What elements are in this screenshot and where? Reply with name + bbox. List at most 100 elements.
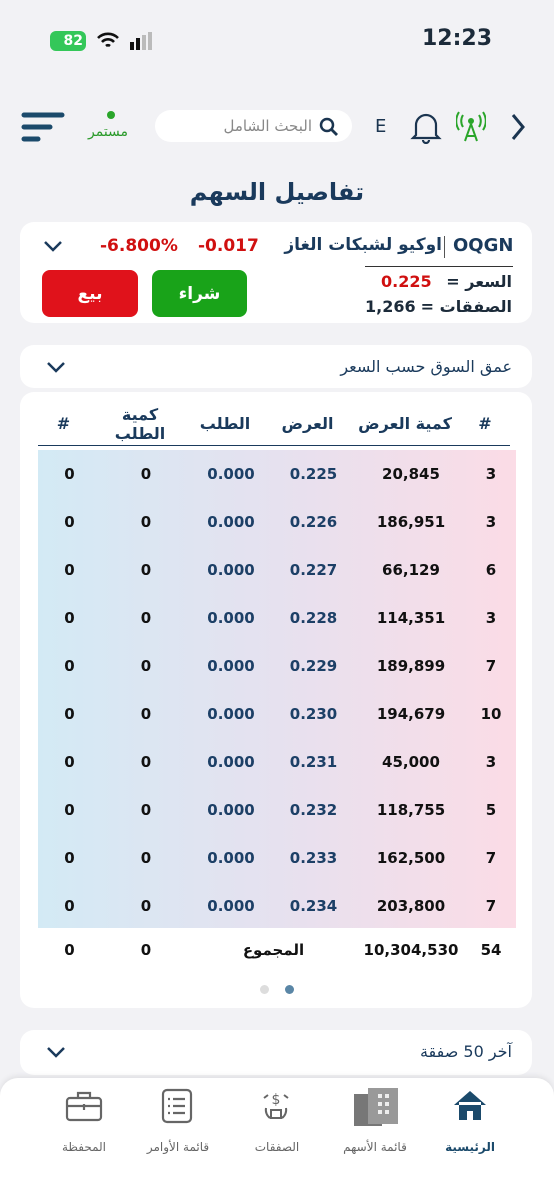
trades-header[interactable] <box>20 1030 532 1075</box>
ask-quantity: 118,755 <box>376 801 446 819</box>
total-bid-count: 0 <box>64 941 75 959</box>
status-dot <box>107 111 115 119</box>
bid-price: 0.000 <box>207 657 255 675</box>
connection-status: مستمر <box>88 124 129 140</box>
language-toggle[interactable]: E <box>375 116 387 137</box>
ask-count: 7 <box>485 897 497 915</box>
ask-price: 0.229 <box>289 657 338 675</box>
depth-row[interactable]: 3 186,951 0.226 0.000 0 0 <box>38 498 516 546</box>
ask-price: 0.230 <box>289 705 338 723</box>
bell-icon[interactable] <box>410 110 442 144</box>
ask-count: 3 <box>485 753 497 771</box>
bid-count: 0 <box>64 705 75 723</box>
menu-icon[interactable] <box>20 110 66 144</box>
bid-quantity: 0 <box>140 657 152 675</box>
ask-price: 0.234 <box>289 897 338 915</box>
svg-text:$: $ <box>272 1092 281 1108</box>
divider <box>444 236 445 258</box>
nav-label[interactable]: قائمة الأسهم <box>343 1140 407 1154</box>
bid-count: 0 <box>64 465 75 483</box>
page-dot[interactable] <box>260 985 269 994</box>
bid-price: 0.000 <box>207 849 255 867</box>
ask-quantity: 189,899 <box>376 657 446 675</box>
depth-header[interactable] <box>20 345 532 388</box>
clock: 12:23 <box>422 26 493 51</box>
price-label: السعر = <box>446 272 512 291</box>
portfolio-icon[interactable] <box>64 1090 104 1124</box>
bid-price: 0.000 <box>207 753 255 771</box>
stock-change-percent: -6.800% <box>100 236 178 256</box>
buy-button[interactable]: شراء <box>152 270 247 317</box>
depth-row[interactable]: 10 194,679 0.230 0.000 0 0 <box>38 690 516 738</box>
depth-table: 3 20,845 0.225 0.000 0 0 3 186,951 0.226 0.000 0 0 6… <box>38 450 516 928</box>
ask-quantity: 186,951 <box>376 513 446 531</box>
ask-quantity: 66,129 <box>382 561 440 579</box>
ask-price: 0.232 <box>289 801 338 819</box>
back-icon[interactable] <box>508 112 528 142</box>
bid-count: 0 <box>64 801 75 819</box>
ask-count: 7 <box>485 657 497 675</box>
depth-row[interactable]: 7 189,899 0.229 0.000 0 0 <box>38 642 516 690</box>
bid-quantity: 0 <box>140 561 152 579</box>
depth-row[interactable]: 7 203,800 0.234 0.000 0 0 <box>38 882 516 930</box>
ask-price: 0.227 <box>289 561 338 579</box>
depth-row[interactable]: 5 118,755 0.232 0.000 0 0 <box>38 786 516 834</box>
bid-count: 0 <box>64 897 75 915</box>
trades-icon[interactable]: $ <box>258 1088 294 1124</box>
bid-quantity: 0 <box>140 609 152 627</box>
depth-title: عمق السوق حسب السعر <box>340 357 512 376</box>
page-dot-active[interactable] <box>285 985 294 994</box>
ask-count: 5 <box>485 801 497 819</box>
bid-quantity: 0 <box>140 801 152 819</box>
home-icon[interactable] <box>450 1088 490 1124</box>
column-header: # <box>56 414 71 433</box>
bid-count: 0 <box>64 561 75 579</box>
nav-label[interactable]: الرئيسية <box>445 1140 495 1154</box>
collapse-icon[interactable] <box>42 238 64 254</box>
bid-quantity: 0 <box>140 753 152 771</box>
nav-label[interactable]: الصفقات <box>254 1140 300 1154</box>
bid-count: 0 <box>64 849 75 867</box>
depth-row[interactable]: 7 162,500 0.233 0.000 0 0 <box>38 834 516 882</box>
ask-count: 3 <box>485 513 497 531</box>
total-bid-quantity: 0 <box>140 941 152 959</box>
collapse-icon[interactable] <box>45 359 67 375</box>
ask-count: 3 <box>485 465 497 483</box>
depth-row[interactable]: 3 114,351 0.228 0.000 0 0 <box>38 594 516 642</box>
stocks-icon[interactable] <box>352 1086 400 1128</box>
bid-count: 0 <box>64 753 75 771</box>
stock-name: اوكيو لشبكات الغاز <box>284 235 442 255</box>
ask-price: 0.225 <box>289 465 338 483</box>
bid-price: 0.000 <box>207 609 255 627</box>
collapse-icon[interactable] <box>45 1044 67 1060</box>
trades-label: الصفقات = <box>420 297 512 316</box>
column-header: كمية العرض <box>358 414 452 433</box>
orders-icon[interactable] <box>160 1088 194 1124</box>
column-header: العرض <box>281 414 334 433</box>
search-icon <box>319 117 338 136</box>
bid-quantity: 0 <box>140 897 152 915</box>
ask-quantity: 20,845 <box>382 465 440 483</box>
ask-price: 0.228 <box>289 609 338 627</box>
bid-price: 0.000 <box>207 705 255 723</box>
stock-symbol: OQGN <box>453 235 514 256</box>
search-box[interactable]: البحث الشامل <box>155 110 352 142</box>
page-title: تفاصيل السهم <box>189 178 365 206</box>
bid-price: 0.000 <box>207 897 255 915</box>
signal-icons <box>97 32 152 50</box>
depth-columns: # كمية العرض العرض الطلب كمية الطلب # <box>38 402 510 446</box>
bid-price: 0.000 <box>207 465 255 483</box>
bid-price: 0.000 <box>207 513 255 531</box>
ask-quantity: 114,351 <box>376 609 446 627</box>
depth-row[interactable]: 3 20,845 0.225 0.000 0 0 <box>38 450 516 498</box>
sell-button[interactable]: بيع <box>42 270 138 317</box>
total-ask-quantity: 10,304,530 <box>363 941 459 959</box>
nav-label[interactable]: قائمة الأوامر <box>146 1140 210 1154</box>
depth-row[interactable]: 3 45,000 0.231 0.000 0 0 <box>38 738 516 786</box>
depth-row[interactable]: 6 66,129 0.227 0.000 0 0 <box>38 546 516 594</box>
nav-label[interactable]: المحفظة <box>61 1140 107 1154</box>
ask-quantity: 162,500 <box>376 849 446 867</box>
live-icon[interactable] <box>456 110 486 144</box>
